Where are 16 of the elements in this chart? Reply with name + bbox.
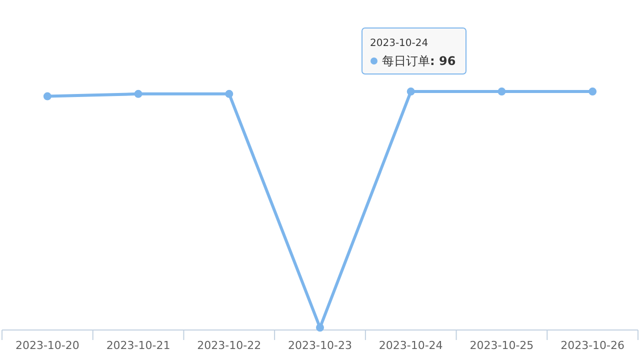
x-tick-label: 2023-10-24 (378, 339, 443, 352)
point (588, 88, 597, 96)
x-tick-label: 2023-10-26 (560, 339, 625, 352)
x-tick-label: 2023-10-20 (15, 339, 80, 352)
point (406, 88, 415, 96)
x-tick-label: 2023-10-25 (470, 339, 534, 352)
point (134, 90, 142, 98)
text: 2023-10-24 (370, 38, 428, 49)
text: : 96 (430, 54, 456, 68)
point (316, 324, 324, 332)
point (225, 90, 234, 98)
x-tick-label: 2023-10-21 (106, 339, 170, 352)
x-tick-label: 2023-10-23 (288, 339, 352, 352)
x-tick-label: 2023-10-22 (197, 339, 262, 352)
point (43, 92, 52, 100)
point (498, 88, 506, 96)
